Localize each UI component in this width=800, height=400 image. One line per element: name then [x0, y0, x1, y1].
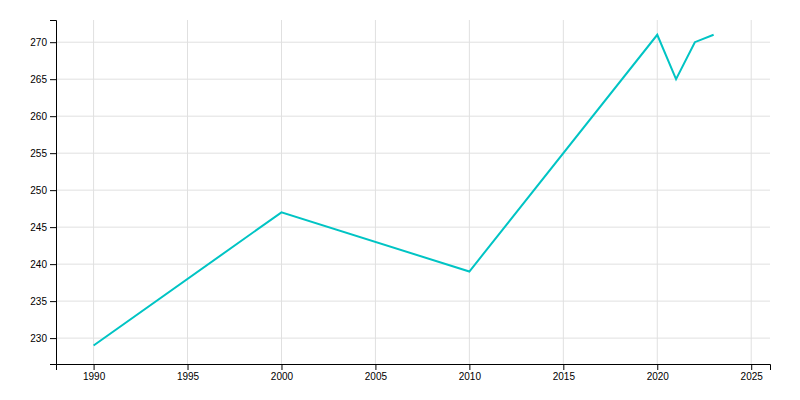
y-tick-mark — [50, 116, 56, 117]
x-tick-mark — [469, 364, 470, 370]
y-tick-mark — [50, 301, 56, 302]
y-tick-mark — [50, 153, 56, 154]
y-tick-label: 255 — [30, 148, 47, 159]
line — [94, 35, 714, 346]
y-axis-line — [50, 21, 57, 365]
x-tick-mark — [657, 364, 658, 370]
x-tick-label: 2010 — [459, 371, 482, 382]
x-tick-label: 2025 — [741, 371, 764, 382]
grid-line-y — [56, 338, 770, 339]
x-tick: 1995 — [177, 364, 200, 382]
y-tick: 235 — [30, 296, 56, 307]
x-tick-label: 2020 — [647, 371, 670, 382]
y-tick-label: 260 — [30, 111, 47, 122]
x-tick-mark — [188, 364, 189, 370]
y-tick: 265 — [30, 74, 56, 85]
y-tick-mark — [50, 190, 56, 191]
x-tick: 2025 — [741, 364, 764, 382]
x-tick-label: 2015 — [553, 371, 576, 382]
chart: 1990 1995 2000 2005 2010 2015 2020 2025 230 235 24… — [0, 0, 800, 400]
x-tick: 2005 — [365, 364, 388, 382]
x-axis: 1990 1995 2000 2005 2010 2015 2020 2025 — [57, 364, 771, 382]
grid-line-y — [56, 42, 770, 43]
x-tick-mark — [563, 364, 564, 370]
y-tick-mark — [50, 264, 56, 265]
x-tick: 2015 — [553, 364, 576, 382]
x-tick-mark — [751, 364, 752, 370]
y-axis: 230 235 240 245 250 255 260 265 270 — [30, 21, 56, 365]
grid-line-y — [56, 153, 770, 154]
y-tick: 250 — [30, 185, 56, 196]
grid-line-x — [469, 20, 470, 364]
y-tick-label: 230 — [30, 333, 47, 344]
grid-line-x — [375, 20, 376, 364]
x-tick-label: 1995 — [177, 371, 200, 382]
x-tick: 2020 — [647, 364, 670, 382]
y-tick-label: 245 — [30, 222, 47, 233]
x-tick-mark — [375, 364, 376, 370]
x-tick: 2010 — [459, 364, 482, 382]
grid-line-y — [56, 79, 770, 80]
grid-line-x — [281, 20, 282, 364]
y-tick: 240 — [30, 259, 56, 270]
x-tick-mark — [94, 364, 95, 370]
plot: 1990 1995 2000 2005 2010 2015 2020 2025 230 235 24… — [30, 20, 770, 382]
y-tick-label: 270 — [30, 37, 47, 48]
y-tick: 260 — [30, 111, 56, 122]
y-tick: 245 — [30, 222, 56, 233]
y-tick-mark — [50, 42, 56, 43]
grid-line-x — [93, 20, 94, 364]
grid-line-y — [56, 116, 770, 117]
y-tick: 270 — [30, 37, 56, 48]
grid-line-y — [56, 190, 770, 191]
y-tick: 230 — [30, 333, 56, 344]
x-tick: 2000 — [271, 364, 294, 382]
grid-line-x — [751, 20, 752, 364]
grid-line-x — [563, 20, 564, 364]
grid-line-x — [657, 20, 658, 364]
x-tick-mark — [281, 364, 282, 370]
y-tick-mark — [50, 79, 56, 80]
y-tick-label: 235 — [30, 296, 47, 307]
y-tick-label: 240 — [30, 259, 47, 270]
grid-line-y — [56, 264, 770, 265]
x-tick-label: 2005 — [365, 371, 388, 382]
y-tick: 255 — [30, 148, 56, 159]
y-tick-label: 265 — [30, 74, 47, 85]
x-tick: 1990 — [83, 364, 106, 382]
grid-line-x — [187, 20, 188, 364]
x-axis-line — [57, 365, 771, 371]
y-tick-mark — [50, 227, 56, 228]
x-tick-label: 2000 — [271, 371, 294, 382]
grid — [56, 20, 770, 364]
y-tick-label: 250 — [30, 185, 47, 196]
x-tick-label: 1990 — [83, 371, 106, 382]
grid-line-y — [56, 227, 770, 228]
y-tick-mark — [50, 338, 56, 339]
marks — [94, 35, 714, 346]
grid-line-y — [56, 301, 770, 302]
